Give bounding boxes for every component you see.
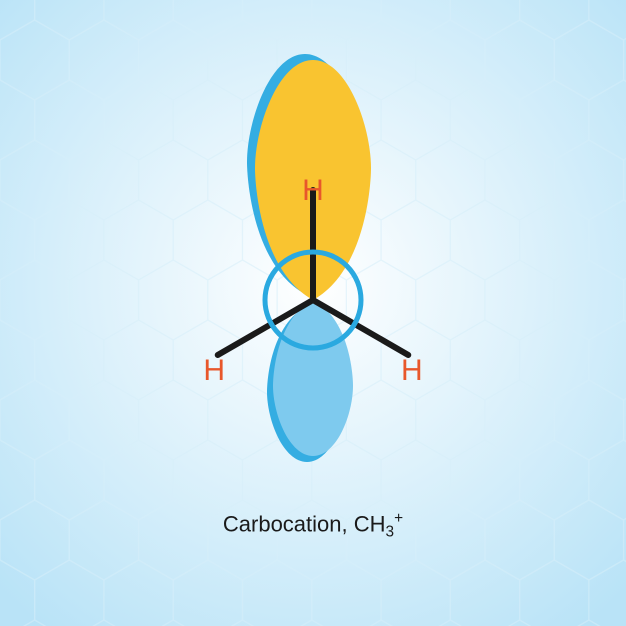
caption-subscript: 3 (386, 524, 395, 541)
caption-superscript: + (394, 510, 403, 527)
hydrogen-label: H (401, 354, 423, 387)
hydrogen-label: H (203, 354, 225, 387)
caption-label: Carbocation, CH3+ (0, 510, 626, 542)
hydrogen-label: H (302, 174, 324, 207)
caption-prefix: Carbocation, CH (223, 511, 386, 536)
